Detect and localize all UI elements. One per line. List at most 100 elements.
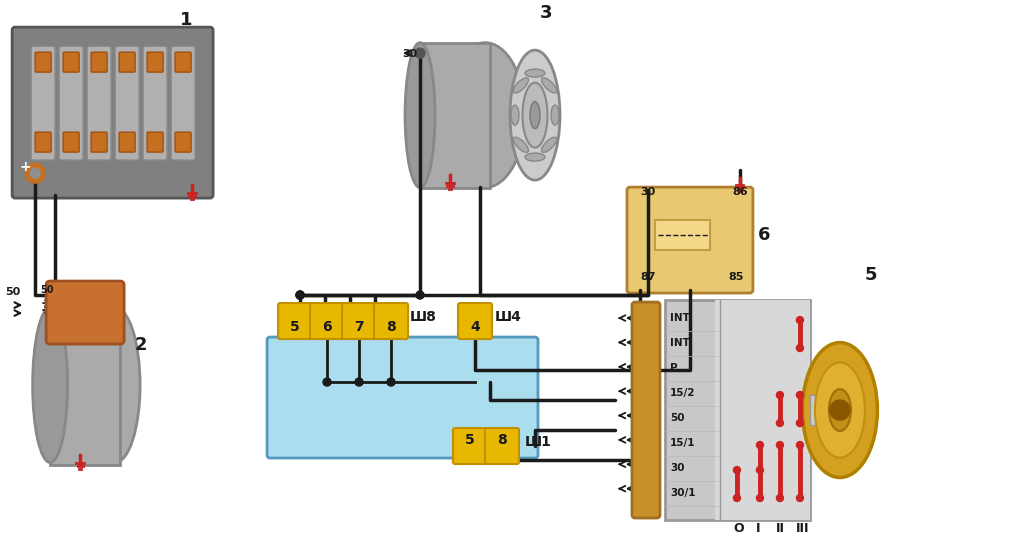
FancyBboxPatch shape [143, 46, 167, 160]
FancyBboxPatch shape [342, 303, 376, 339]
Text: 85: 85 [728, 272, 743, 282]
Ellipse shape [551, 105, 559, 125]
FancyBboxPatch shape [46, 281, 124, 344]
FancyBboxPatch shape [485, 428, 519, 464]
FancyBboxPatch shape [171, 46, 196, 160]
Text: II: II [776, 522, 785, 535]
Circle shape [757, 494, 764, 501]
Circle shape [387, 378, 395, 386]
Text: 7: 7 [354, 320, 364, 334]
FancyBboxPatch shape [119, 52, 135, 72]
FancyBboxPatch shape [91, 52, 108, 72]
Circle shape [296, 291, 304, 299]
Text: 2: 2 [135, 336, 147, 354]
Circle shape [415, 48, 425, 58]
Ellipse shape [445, 43, 525, 187]
Bar [420, 43, 490, 188]
Ellipse shape [513, 137, 528, 152]
Circle shape [797, 442, 804, 448]
Text: 8: 8 [386, 320, 396, 334]
Circle shape [797, 317, 804, 323]
Text: 5: 5 [465, 433, 475, 447]
Ellipse shape [525, 69, 545, 77]
FancyBboxPatch shape [12, 27, 213, 198]
Text: Ш1: Ш1 [525, 435, 552, 449]
Ellipse shape [828, 389, 851, 431]
Text: III: III [796, 522, 809, 535]
FancyBboxPatch shape [115, 46, 139, 160]
FancyBboxPatch shape [374, 303, 408, 339]
Text: 5: 5 [290, 320, 300, 334]
Circle shape [829, 400, 850, 420]
Circle shape [26, 163, 45, 183]
Text: +: + [19, 160, 31, 174]
Text: 50: 50 [40, 285, 53, 295]
FancyBboxPatch shape [267, 337, 538, 458]
Text: Ш8: Ш8 [410, 310, 437, 324]
Text: 15/1: 15/1 [670, 438, 695, 448]
FancyBboxPatch shape [810, 395, 835, 425]
Circle shape [797, 345, 804, 352]
Circle shape [733, 494, 740, 501]
Circle shape [30, 168, 40, 178]
Circle shape [355, 378, 364, 386]
Text: INT: INT [670, 313, 690, 323]
Text: 87: 87 [640, 272, 655, 282]
Circle shape [776, 391, 783, 398]
Ellipse shape [542, 137, 557, 152]
Ellipse shape [406, 43, 435, 187]
Ellipse shape [513, 78, 528, 93]
Text: 3: 3 [540, 4, 553, 22]
FancyBboxPatch shape [147, 52, 163, 72]
Text: 15/2: 15/2 [670, 388, 695, 398]
FancyBboxPatch shape [147, 132, 163, 152]
Text: 86: 86 [732, 187, 748, 197]
Text: INT: INT [670, 338, 690, 348]
FancyBboxPatch shape [63, 132, 79, 152]
FancyBboxPatch shape [665, 300, 810, 520]
Ellipse shape [510, 50, 560, 180]
Circle shape [733, 466, 740, 473]
Ellipse shape [522, 83, 548, 147]
FancyBboxPatch shape [31, 46, 55, 160]
FancyBboxPatch shape [63, 52, 79, 72]
Text: 6: 6 [323, 320, 332, 334]
Ellipse shape [33, 307, 68, 463]
FancyBboxPatch shape [119, 132, 135, 152]
Text: 30: 30 [402, 49, 417, 59]
Text: 30: 30 [640, 187, 655, 197]
Ellipse shape [530, 101, 540, 129]
Circle shape [797, 391, 804, 398]
Text: 1: 1 [180, 11, 193, 29]
Circle shape [757, 442, 764, 448]
Ellipse shape [525, 153, 545, 161]
Text: 4: 4 [470, 320, 480, 334]
FancyBboxPatch shape [453, 428, 487, 464]
Text: 30/1: 30/1 [670, 488, 695, 498]
Bar [50, 310, 120, 465]
FancyBboxPatch shape [35, 52, 51, 72]
Circle shape [776, 494, 783, 501]
Text: 6: 6 [758, 226, 770, 244]
FancyBboxPatch shape [279, 303, 312, 339]
Text: 30: 30 [670, 463, 684, 473]
FancyBboxPatch shape [35, 132, 51, 152]
Circle shape [296, 291, 304, 299]
Circle shape [416, 291, 424, 299]
FancyBboxPatch shape [87, 46, 111, 160]
FancyBboxPatch shape [59, 46, 83, 160]
FancyBboxPatch shape [632, 302, 659, 518]
Ellipse shape [511, 105, 519, 125]
Text: 50: 50 [670, 413, 684, 423]
Text: I: I [756, 522, 761, 535]
Text: P: P [670, 363, 678, 373]
Ellipse shape [90, 307, 140, 463]
Text: 50: 50 [5, 287, 20, 297]
Circle shape [323, 378, 331, 386]
Bar [655, 220, 710, 250]
Ellipse shape [542, 78, 557, 93]
Text: Ш4: Ш4 [495, 310, 522, 324]
FancyBboxPatch shape [175, 52, 191, 72]
FancyBboxPatch shape [458, 303, 492, 339]
FancyBboxPatch shape [715, 300, 810, 520]
